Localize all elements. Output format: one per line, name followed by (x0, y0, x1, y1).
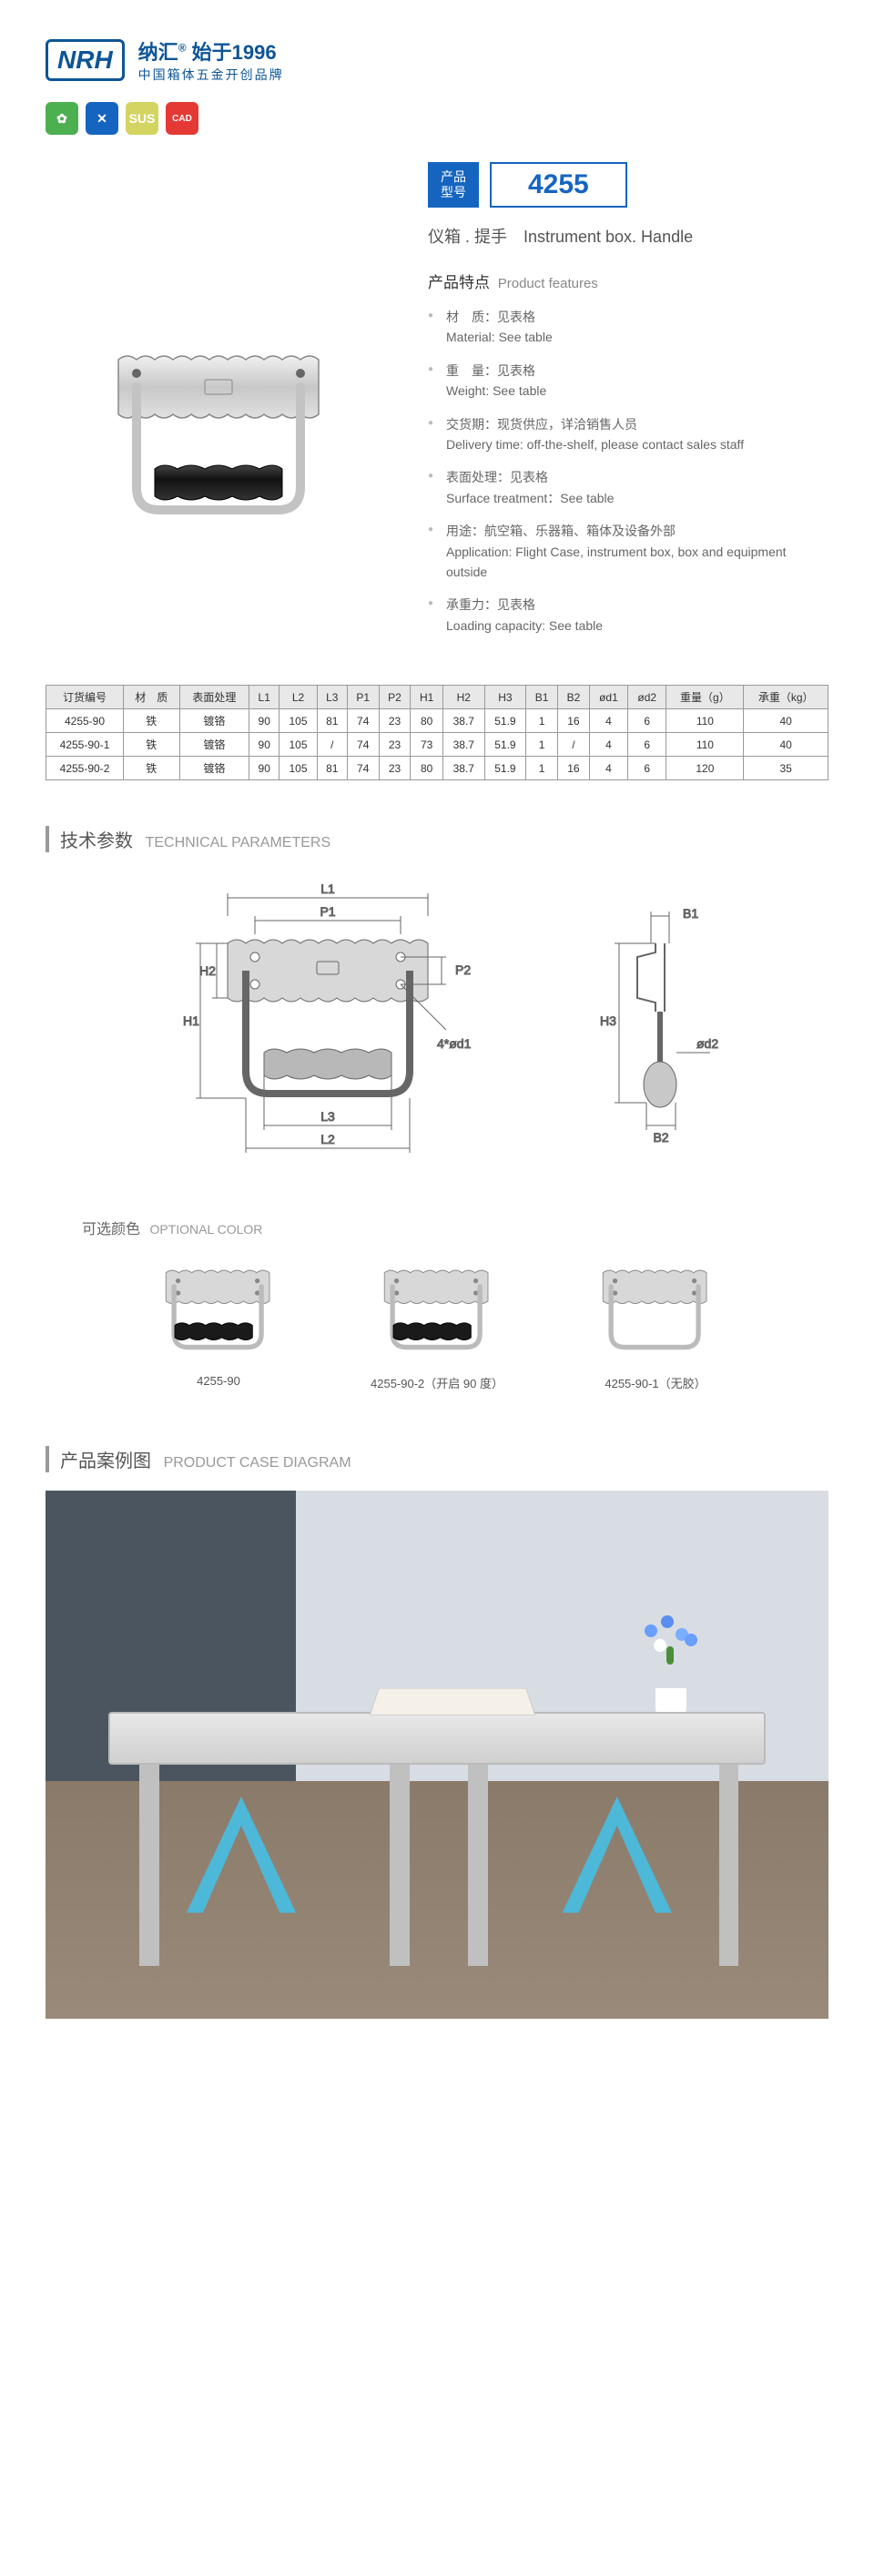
features-list: 材 质：见表格Material: See table 重 量：见表格Weight:… (428, 307, 828, 636)
eco-badge: ✿ (46, 102, 78, 135)
spec-header: B2 (558, 686, 590, 709)
logo: NRH (46, 39, 125, 81)
spec-table: 订货编号材 质表面处理L1L2L3P1P2H1H2H3B1B2ød1ød2重量（… (46, 685, 828, 780)
svg-text:P1: P1 (320, 904, 335, 919)
cad-badge: CAD (166, 102, 198, 135)
badge-row: ✿ ✕ SUS CAD (46, 102, 828, 135)
category-text: 仪箱 . 提手 Instrument box. Handle (428, 224, 828, 248)
spec-header: P1 (347, 686, 379, 709)
front-view-diagram: L1 P1 H1 H2 P2 (137, 871, 519, 1180)
spec-header: 重量（g） (666, 686, 744, 709)
feature-item: 重 量：见表格Weight: See table (428, 361, 828, 402)
svg-text:L3: L3 (320, 1109, 335, 1124)
sus-badge: SUS (126, 102, 158, 135)
case-photo-illustration (46, 1491, 828, 2019)
feature-item: 表面处理：见表格Surface treatment：See table (428, 467, 828, 508)
product-image (46, 162, 391, 648)
tool-badge: ✕ (86, 102, 118, 135)
spec-header: ød1 (589, 686, 627, 709)
color-options: 4255-90 4255-90-2（开启 90 度） 4255-90-1（无胶） (46, 1257, 828, 1391)
svg-text:H2: H2 (199, 963, 216, 978)
svg-text:B2: B2 (653, 1130, 668, 1145)
color-option: 4255-90 (146, 1257, 291, 1391)
model-label: 产品 型号 (428, 162, 479, 208)
spec-header: 表面处理 (179, 686, 249, 709)
case-diagram-title: 产品案例图 PRODUCT CASE DIAGRAM (46, 1446, 828, 1472)
feature-item: 交货期：现货供应，详洽销售人员Delivery time: off-the-sh… (428, 414, 828, 455)
svg-text:H1: H1 (183, 1013, 199, 1028)
spec-header: H1 (411, 686, 443, 709)
product-case-diagram (46, 1491, 828, 2019)
spec-header: 订货编号 (46, 686, 124, 709)
spec-header: B1 (526, 686, 558, 709)
svg-text:4*ød1: 4*ød1 (437, 1036, 472, 1051)
technical-diagrams: L1 P1 H1 H2 P2 (46, 871, 828, 1180)
feature-item: 用途：航空箱、乐器箱、箱体及设备外部Application: Flight Ca… (428, 521, 828, 582)
spec-header: L3 (317, 686, 347, 709)
spec-header: P2 (379, 686, 411, 709)
svg-text:H3: H3 (600, 1013, 616, 1028)
spec-row: 4255-90铁镀铬901058174238038.751.9116461104… (46, 709, 828, 733)
svg-text:L2: L2 (320, 1132, 335, 1146)
brand-header: NRH 纳汇® 始于1996 中国箱体五金开创品牌 (46, 36, 828, 84)
spec-header: H2 (442, 686, 484, 709)
spec-row: 4255-90-1铁镀铬90105/74237338.751.91/461104… (46, 733, 828, 757)
features-title: 产品特点 Product features (428, 270, 828, 292)
feature-item: 材 质：见表格Material: See table (428, 307, 828, 348)
model-row: 产品 型号 4255 (428, 162, 828, 208)
spec-header: 承重（kg） (744, 686, 828, 709)
color-option: 4255-90-1（无胶） (583, 1257, 728, 1391)
spec-header: ød2 (628, 686, 666, 709)
spec-header: H3 (484, 686, 526, 709)
spec-row: 4255-90-2铁镀铬901058174238038.751.91164612… (46, 757, 828, 780)
svg-text:ød2: ød2 (696, 1036, 718, 1051)
side-view-diagram: B1 H3 ød2 B2 (574, 871, 737, 1180)
brand-sub: 中国箱体五金开创品牌 (138, 66, 284, 84)
feature-item: 承重力：见表格Loading capacity: See table (428, 595, 828, 636)
brand-text: 纳汇® 始于1996 中国箱体五金开创品牌 (138, 36, 284, 84)
spec-header: 材 质 (124, 686, 180, 709)
model-number: 4255 (490, 162, 627, 208)
brand-cn: 纳汇 (138, 41, 178, 64)
tech-params-title: 技术参数 TECHNICAL PARAMETERS (46, 826, 828, 852)
since-text: 始于1996 (192, 41, 277, 64)
svg-text:B1: B1 (683, 906, 698, 921)
spec-header: L2 (279, 686, 317, 709)
optional-color-title: 可选颜色 OPTIONAL COLOR (46, 1217, 828, 1238)
spec-header: L1 (249, 686, 279, 709)
svg-text:L1: L1 (320, 881, 335, 896)
handle-render (73, 332, 364, 533)
color-option: 4255-90-2（开启 90 度） (364, 1257, 510, 1391)
svg-text:P2: P2 (455, 962, 471, 977)
